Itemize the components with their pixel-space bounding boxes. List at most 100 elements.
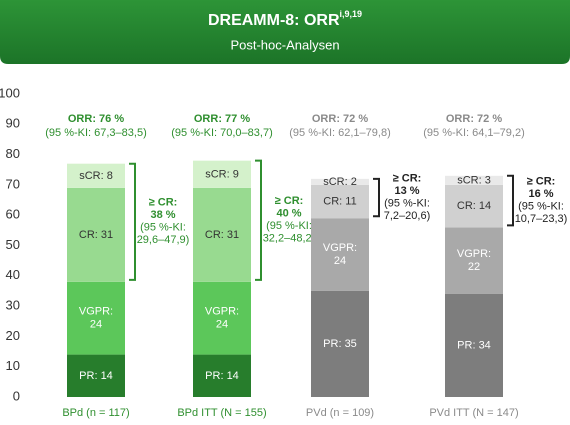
x-tick-label: PVd ITT (N = 147) [429, 407, 518, 419]
segment-label: sCR: 2 [323, 176, 357, 188]
header [0, 0, 570, 64]
y-tick-label: 80 [6, 146, 20, 161]
cr-bracket [129, 162, 136, 281]
cr-label: (95 %-KI: [140, 222, 186, 234]
segment-label: sCR: 3 [457, 174, 491, 186]
segment-label-line: VGPR: [205, 306, 239, 318]
segment-label: PR: 14 [205, 370, 239, 382]
chart-subtitle: Post-hoc-Analysen [230, 37, 339, 52]
segment-label-line: VGPR: [79, 306, 113, 318]
cr-label: (95 %-KI: [266, 220, 312, 232]
chart-title: DREAMM-8: ORRi,9,19 [208, 9, 362, 29]
segment-label-line: 24 [90, 319, 102, 331]
bar-segment [193, 160, 251, 188]
cr-bracket [507, 174, 514, 227]
segment-label-line: CR: 31 [205, 229, 239, 241]
bar-segment [311, 184, 369, 219]
cr-label: 32,2–48,2) [263, 233, 316, 245]
y-tick-label: 10 [6, 358, 20, 373]
y-tick-label: 100 [0, 85, 20, 100]
y-tick-label: 60 [6, 207, 20, 222]
y-tick-label: 30 [6, 298, 20, 313]
bar-segment [67, 187, 125, 282]
cr-bracket [373, 177, 380, 218]
orr-label: ORR: 76 % [68, 113, 124, 125]
segment-label: VGPR: 24 [205, 306, 239, 331]
cr-label: (95 %-KI: [384, 197, 430, 209]
segment-label-line: sCR: 2 [323, 176, 357, 188]
cr-label: 7,2–20,6) [384, 210, 430, 222]
y-tick-label: 40 [6, 267, 20, 282]
orr-ci: (95 %-KI: 62,1–79,8) [289, 127, 391, 139]
segment-label-line: VGPR: [323, 242, 357, 254]
segment-label: VGPR: 22 [457, 248, 491, 273]
cr-label: 10,7–23,3) [515, 213, 568, 225]
bar-segment [445, 293, 503, 397]
segment-label: PR: 14 [79, 370, 113, 382]
orr-ci: (95 %-KI: 67,3–83,5) [45, 127, 147, 139]
segment-label-line: PR: 14 [205, 370, 239, 382]
x-tick-label: BPd (n = 117) [62, 407, 129, 419]
segment-label: PR: 35 [323, 338, 357, 350]
title-sup: i,9,19 [340, 9, 363, 19]
segment-label: VGPR: 24 [323, 242, 357, 267]
segment-label-line: VGPR: [457, 248, 491, 260]
cr-label: ≥ CR: [527, 175, 556, 187]
segment-label-line: 24 [216, 319, 228, 331]
x-tick-label: BPd ITT (N = 155) [177, 407, 266, 419]
orr-ci: (95 %-KI: 70,0–83,7) [171, 127, 273, 139]
orr-label: ORR: 72 % [446, 113, 502, 125]
cr-label: (95 %-KI: [518, 200, 564, 212]
cr-label: ≥ CR: [275, 195, 304, 207]
segment-label-line: PR: 34 [457, 339, 491, 351]
segment-label-line: sCR: 9 [205, 168, 239, 180]
segment-label: sCR: 9 [205, 168, 239, 180]
cr-label: 16 % [528, 188, 553, 200]
bar-segment [67, 163, 125, 188]
segment-label: VGPR: 24 [79, 306, 113, 331]
segment-label-line: PR: 14 [79, 370, 113, 382]
y-tick-label: 90 [6, 116, 20, 131]
cr-label: 29,6–47,9) [137, 234, 190, 246]
orr-label: ORR: 77 % [194, 113, 250, 125]
bar-segment [445, 175, 503, 185]
segment-label: CR: 14 [457, 200, 491, 212]
segment-label-line: sCR: 3 [457, 174, 491, 186]
y-tick-label: 70 [6, 176, 20, 191]
y-tick-label: 20 [6, 328, 20, 343]
bar-segment [311, 218, 369, 291]
segment-label: CR: 31 [205, 229, 239, 241]
segment-label: sCR: 8 [79, 170, 113, 182]
cr-label: 13 % [394, 185, 419, 197]
segment-label-line: 22 [468, 261, 480, 273]
segment-label: PR: 34 [457, 339, 491, 351]
bar-segment [193, 187, 251, 282]
cr-bracket [255, 159, 262, 281]
cr-label: ≥ CR: [149, 197, 178, 209]
x-tick-label: PVd (n = 109) [306, 407, 374, 419]
segment-label-line: CR: 14 [457, 200, 491, 212]
bar-segment [445, 227, 503, 294]
segment-label-line: CR: 31 [79, 229, 113, 241]
cr-label: 38 % [150, 209, 175, 221]
segment-label: CR: 31 [79, 229, 113, 241]
segment-label-line: 24 [334, 255, 346, 267]
segment-label: CR: 11 [323, 195, 356, 207]
orr-label: ORR: 72 % [312, 113, 368, 125]
bar-segment [193, 354, 251, 397]
segment-label-line: CR: 11 [323, 195, 356, 207]
segment-label-line: sCR: 8 [79, 170, 113, 182]
title-main: DREAMM-8: ORR [208, 12, 340, 29]
bar-segment [445, 184, 503, 228]
cr-label: 40 % [276, 208, 301, 220]
y-tick-label: 50 [6, 237, 20, 252]
cr-label: ≥ CR: [393, 172, 422, 184]
orr-ci: (95 %-KI: 64,1–79,2) [423, 127, 525, 139]
segment-label-line: PR: 35 [323, 338, 357, 350]
bar-segment [67, 354, 125, 397]
y-tick-label: 0 [13, 388, 20, 403]
bar-segment [311, 178, 369, 185]
bar-segment [193, 281, 251, 355]
bar-segment [311, 290, 369, 397]
